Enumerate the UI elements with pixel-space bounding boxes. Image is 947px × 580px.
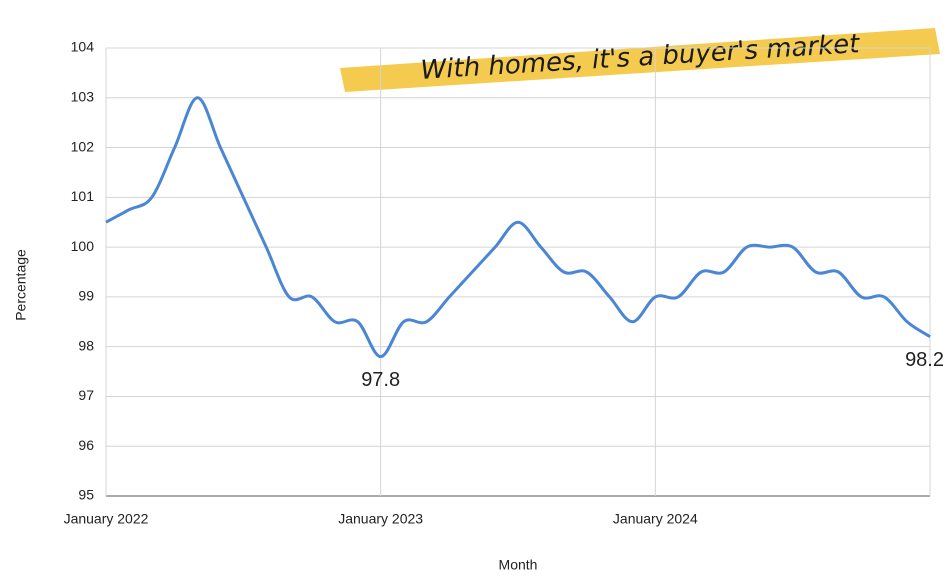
plot: 95 96 97 98 99 100 101 102 103 104 January 2022 Jan…	[64, 39, 944, 527]
y-tick-label: 95	[78, 487, 94, 503]
x-axis-title: Month	[499, 557, 538, 573]
line-series	[105, 96, 931, 359]
banner-highlight	[340, 28, 940, 92]
y-tick-label: 103	[71, 88, 95, 104]
y-tick-label: 104	[71, 39, 95, 55]
y-tick-label: 101	[71, 188, 95, 204]
annotation: With homes, it's a buyer's market	[420, 29, 861, 86]
x-tick-label: January 2022	[64, 511, 149, 527]
y-tick-label: 98	[78, 337, 94, 353]
y-tick-label: 99	[78, 288, 94, 304]
y-axis-title: Percentage	[13, 249, 29, 321]
data-label: 98.2	[905, 349, 944, 371]
y-tick-label: 96	[78, 437, 94, 453]
x-tick-label: January 2024	[613, 511, 698, 527]
data-label: 97.8	[361, 369, 400, 391]
x-tick-label: January 2023	[338, 511, 423, 527]
y-tick-label: 100	[71, 238, 95, 254]
annotation-banner: With homes, it's a buyer's market	[340, 28, 940, 92]
y-tick-label: 97	[78, 387, 94, 403]
y-tick-label: 102	[71, 138, 95, 154]
